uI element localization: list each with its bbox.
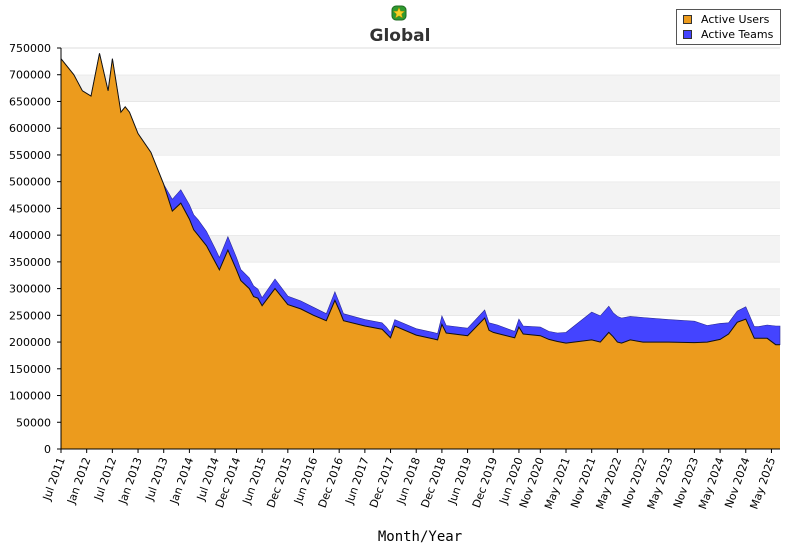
x-axis-label: Month/Year <box>377 529 463 545</box>
x-tick-label: Nov 2022 <box>620 456 650 510</box>
y-tick-label: 150000 <box>9 363 51 376</box>
x-tick-label: Dec 2018 <box>418 456 448 510</box>
legend-label-active-users: Active Users <box>701 12 770 26</box>
x-tick-label: Nov 2023 <box>671 456 701 510</box>
x-tick-label: Jun 2017 <box>342 456 371 507</box>
legend: Active Users Active Teams <box>676 9 781 45</box>
series-area-active-users <box>61 53 780 450</box>
x-tick-label: Jun 2019 <box>445 456 474 507</box>
x-tick-label: Nov 2021 <box>568 456 598 510</box>
grid-band <box>61 154 780 182</box>
grid-band <box>61 128 780 155</box>
star-logo-icon <box>391 5 407 21</box>
y-tick-label: 0 <box>44 443 51 456</box>
x-tick-label: Dec 2016 <box>316 456 346 510</box>
y-tick-label: 50000 <box>16 416 51 429</box>
x-tick-label: Jul 2011 <box>40 456 68 503</box>
y-tick-label: 450000 <box>9 202 51 215</box>
y-tick-label: 750000 <box>9 42 51 55</box>
y-tick-label: 600000 <box>9 122 51 135</box>
y-tick-label: 700000 <box>9 69 51 82</box>
legend-label-active-teams: Active Teams <box>701 27 774 41</box>
x-tick-label: Dec 2015 <box>264 456 294 510</box>
legend-swatch-active-teams <box>683 29 692 39</box>
y-tick-label: 350000 <box>9 256 51 269</box>
x-tick-label: Jul 2012 <box>91 456 119 503</box>
x-tick-label: Jan 2012 <box>64 456 93 507</box>
x-tick-label: Jan 2013 <box>116 456 145 507</box>
x-tick-label: Jun 2016 <box>291 456 320 507</box>
y-tick-label: 500000 <box>9 176 51 189</box>
grid-band <box>61 101 780 129</box>
y-tick-label: 200000 <box>9 336 51 349</box>
legend-item-active-teams: Active Teams <box>683 27 773 41</box>
x-tick-label: Jan 2014 <box>167 456 196 507</box>
x-tick-label: Jul 2013 <box>143 456 171 503</box>
y-tick-label: 550000 <box>9 149 51 162</box>
grid-band <box>61 48 780 75</box>
legend-swatch-active-users <box>683 14 692 24</box>
y-axis-ticks: 0 50000 100000 150000 200000 250000 300000 3500… <box>9 42 61 456</box>
chart-areas <box>60 53 781 450</box>
grid-band <box>61 74 780 102</box>
y-tick-label: 250000 <box>9 309 51 322</box>
y-tick-label: 650000 <box>9 95 51 108</box>
y-tick-label: 400000 <box>9 229 51 242</box>
y-tick-label: 300000 <box>9 283 51 296</box>
x-tick-label: Jun 2018 <box>394 456 423 507</box>
chart-title: Global <box>369 26 431 46</box>
x-tick-label: Dec 2019 <box>470 456 500 510</box>
legend-item-active-users: Active Users <box>683 12 769 26</box>
x-tick-label: May 2025 <box>747 456 778 511</box>
x-tick-label: Nov 2024 <box>722 456 752 510</box>
y-tick-label: 100000 <box>9 390 51 403</box>
x-tick-label: Dec 2017 <box>367 456 397 510</box>
series-line-active-users <box>60 53 780 346</box>
x-tick-label: Jun 2015 <box>240 456 269 507</box>
axes <box>60 48 780 450</box>
